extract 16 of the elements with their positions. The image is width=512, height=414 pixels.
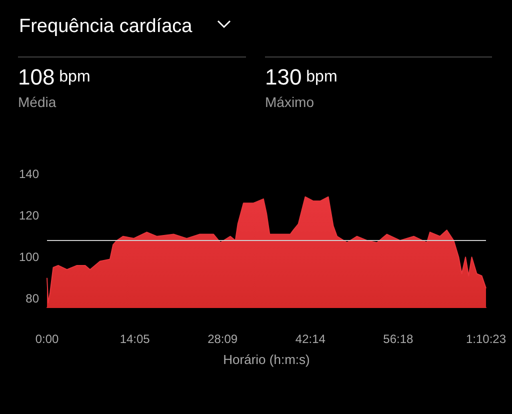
chart-title: Frequência cardíaca — [19, 16, 193, 37]
x-tick-label: 42:14 — [295, 332, 326, 346]
y-tick-label: 120 — [18, 208, 40, 223]
x-tick-label: 28:09 — [208, 332, 238, 346]
y-tick-label: 100 — [18, 250, 40, 264]
text: Média — [18, 94, 56, 110]
x-tick-label: 0:00 — [35, 332, 59, 346]
y-tick-label: 80 — [26, 292, 40, 306]
y-tick-label: 140 — [18, 167, 40, 181]
x-tick-label: 1:10:23 — [466, 332, 506, 346]
text: 108 bpm — [18, 64, 90, 90]
text: 130 bpm — [265, 64, 338, 90]
x-tick-label: 56:18 — [383, 332, 414, 346]
x-tick-label: 14:05 — [120, 332, 150, 346]
x-axis-title: Horário (h:m:s) — [223, 352, 310, 367]
text: Máximo — [265, 94, 314, 110]
